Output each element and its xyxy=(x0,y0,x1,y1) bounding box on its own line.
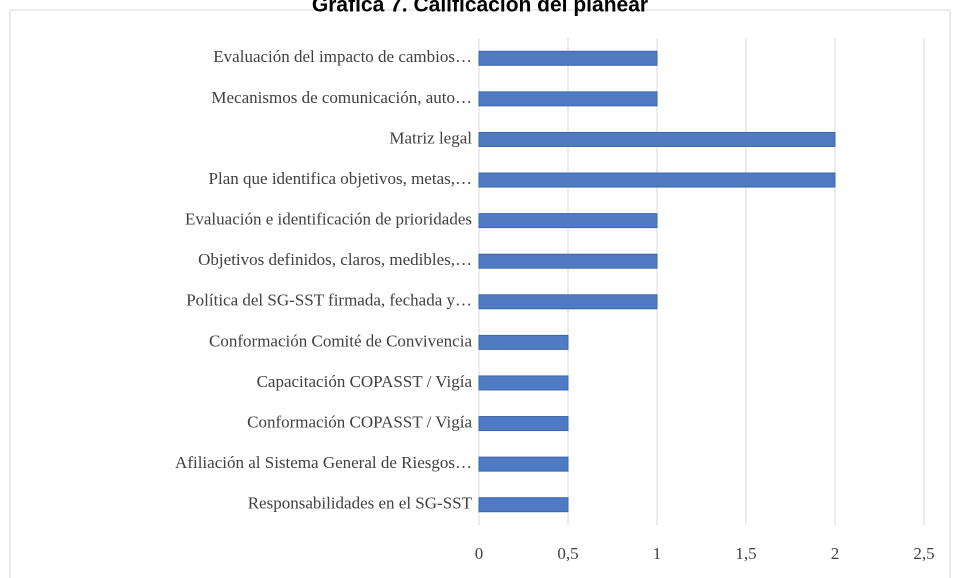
bar xyxy=(478,497,569,513)
y-tick-label: Objetivos definidos, claros, medibles,… xyxy=(198,250,472,269)
bar xyxy=(478,294,658,310)
bar xyxy=(478,253,658,269)
y-tick-label: Responsabilidades en el SG-SST xyxy=(248,494,473,513)
bar xyxy=(478,375,569,391)
x-tick-label: 1 xyxy=(653,544,662,563)
y-tick-label: Capacitación COPASST / Vigía xyxy=(257,372,473,391)
bar xyxy=(478,131,836,147)
y-tick-label: Mecanismos de comunicación, auto… xyxy=(211,88,472,107)
bar xyxy=(478,172,836,188)
y-tick-label: Matriz legal xyxy=(389,128,472,147)
y-tick-label: Política del SG-SST firmada, fechada y… xyxy=(186,291,472,310)
x-tick-label: 2 xyxy=(831,544,840,563)
y-tick-label: Evaluación del impacto de cambios… xyxy=(213,47,472,66)
x-tick-label: 2,5 xyxy=(913,544,934,563)
bar xyxy=(478,91,658,107)
x-tick-label: 0,5 xyxy=(557,544,578,563)
bar xyxy=(478,456,569,472)
chart-title: Gráfica 7. Calificación del planear xyxy=(312,0,648,17)
x-tick-label: 1,5 xyxy=(735,544,756,563)
y-tick-label: Plan que identifica objetivos, metas,… xyxy=(209,169,472,188)
bar xyxy=(478,334,569,350)
chart-border xyxy=(9,9,951,578)
bar xyxy=(478,50,658,66)
y-tick-label: Afiliación al Sistema General de Riesgos… xyxy=(175,453,472,472)
x-tick-label: 0 xyxy=(475,544,484,563)
y-tick-label: Conformación Comité de Convivencia xyxy=(209,331,472,350)
bar xyxy=(478,213,658,229)
y-tick-label: Evaluación e identificación de prioridad… xyxy=(185,210,472,229)
y-tick-label: Conformación COPASST / Vigía xyxy=(247,412,472,431)
bar xyxy=(478,416,569,432)
